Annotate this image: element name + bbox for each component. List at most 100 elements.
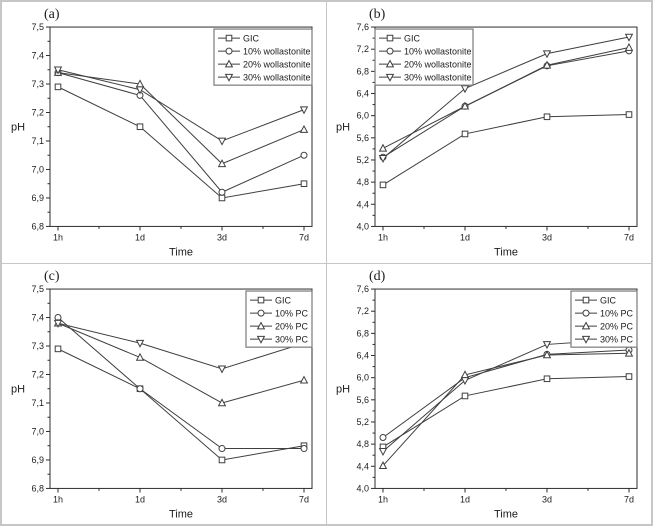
x-tick-label: 3d <box>217 494 227 504</box>
panel-label: (c) <box>44 269 60 284</box>
x-tick-label: 1h <box>378 494 388 504</box>
y-tick-label: 4,0 <box>356 483 369 493</box>
legend-label: 10% PC <box>600 308 633 318</box>
series-line <box>382 47 630 149</box>
x-axis-title: Time <box>494 246 518 258</box>
chart-panel-a: 6,8 6,9 7,0 7,1 7,2 7,3 7,4 7,5 1h 1d 3d 7d Time pH (a… <box>2 2 326 263</box>
x-tick-label: 7d <box>624 494 634 504</box>
y-tick-label: 6,0 <box>356 372 369 382</box>
x-axis-title: Time <box>494 508 518 520</box>
series-line <box>57 322 305 404</box>
x-tick-label: 3d <box>217 232 227 242</box>
x-tick-label: 1h <box>53 494 63 504</box>
y-tick-label: 6,8 <box>31 221 44 231</box>
series-line <box>382 337 630 452</box>
chart-panel-c: 6,8 6,9 7,0 7,1 7,2 7,3 7,4 7,5 1h 1d 3d 7d Time pH (c… <box>2 263 326 524</box>
y-tick-label: 6,8 <box>356 66 369 76</box>
x-tick-label: 1d <box>460 232 470 242</box>
y-tick-label: 7,1 <box>31 397 44 407</box>
y-tick-label: 4,8 <box>356 177 369 187</box>
legend-label: GIC <box>404 33 420 43</box>
panel-label: (b) <box>369 7 386 22</box>
y-tick-label: 7,5 <box>31 284 44 294</box>
y-tick-label: 6,9 <box>31 193 44 203</box>
legend-label: GIC <box>600 295 616 305</box>
series-line <box>382 352 630 466</box>
series-line <box>382 348 630 438</box>
x-tick-label: 3d <box>542 232 552 242</box>
legend-label: 10% wollastonite <box>404 46 471 56</box>
y-axis-title: pH <box>11 122 25 134</box>
panel-label: (d) <box>369 269 386 284</box>
y-tick-label: 7,6 <box>356 22 369 32</box>
legend-label: 10% wollastonite <box>243 46 310 56</box>
y-tick-label: 7,1 <box>31 136 44 146</box>
chart-svg-a: 6,8 6,9 7,0 7,1 7,2 7,3 7,4 7,5 1h 1d 3d 7d Time pH (a… <box>11 7 313 258</box>
y-tick-label: 7,2 <box>356 44 369 54</box>
series-line <box>57 322 305 369</box>
x-tick-label: 3d <box>542 494 552 504</box>
y-tick-label: 7,3 <box>31 79 44 89</box>
y-tick-label: 7,3 <box>31 341 44 351</box>
chart-panel-d: 4,0 4,4 4,8 5,2 5,6 6,0 6,4 6,8 7,2 7,6 1h 1d 3d 7d Ti… <box>327 263 651 524</box>
series-line <box>57 72 305 193</box>
x-tick-label: 1h <box>378 232 388 242</box>
series-line <box>382 36 630 159</box>
panel-label: (a) <box>44 7 60 22</box>
y-tick-label: 6,9 <box>31 454 44 464</box>
y-tick-label: 7,2 <box>31 107 44 117</box>
legend-label: 20% PC <box>275 321 308 331</box>
y-tick-label: 7,0 <box>31 164 44 174</box>
y-tick-label: 5,2 <box>356 416 369 426</box>
x-tick-label: 1d <box>135 494 145 504</box>
y-tick-label: 4,4 <box>356 199 369 209</box>
y-tick-label: 4,8 <box>356 439 369 449</box>
x-tick-label: 7d <box>624 232 634 242</box>
series-line <box>382 114 630 186</box>
y-tick-label: 7,6 <box>356 284 369 294</box>
series-line <box>57 86 305 199</box>
y-axis-title: pH <box>336 122 350 134</box>
chart-panel-b: 4,0 4,4 4,8 5,2 5,6 6,0 6,4 6,8 7,2 7,6 1h 1d 3d 7d Ti… <box>327 2 651 263</box>
y-axis-title: pH <box>336 383 350 395</box>
x-tick-label: 1d <box>135 232 145 242</box>
x-axis-title: Time <box>169 246 193 258</box>
legend-label: 10% PC <box>275 308 308 318</box>
legend-label: 30% wollastonite <box>243 72 310 82</box>
chart-svg-b: 4,0 4,4 4,8 5,2 5,6 6,0 6,4 6,8 7,2 7,6 1h 1d 3d 7d Ti… <box>336 7 638 258</box>
y-tick-label: 7,2 <box>356 306 369 316</box>
y-tick-label: 5,6 <box>356 394 369 404</box>
legend-label: 20% wollastonite <box>243 59 310 69</box>
y-tick-label: 6,0 <box>356 111 369 121</box>
series-line <box>57 347 305 460</box>
legend-label: 30% PC <box>600 334 633 344</box>
x-tick-label: 1d <box>460 494 470 504</box>
y-tick-label: 6,4 <box>356 89 369 99</box>
series-line <box>57 316 304 449</box>
legend-label: 30% PC <box>275 334 308 344</box>
series-line <box>57 69 305 142</box>
series-line <box>57 72 305 165</box>
y-tick-label: 7,0 <box>31 426 44 436</box>
y-tick-label: 7,2 <box>31 369 44 379</box>
y-tick-label: 4,0 <box>356 221 369 231</box>
chart-svg-d: 4,0 4,4 4,8 5,2 5,6 6,0 6,4 6,8 7,2 7,6 1h 1d 3d 7d Ti… <box>336 269 638 520</box>
x-tick-label: 1h <box>53 232 63 242</box>
y-tick-label: 4,4 <box>356 461 369 471</box>
y-tick-label: 6,4 <box>356 350 369 360</box>
legend-label: 30% wollastonite <box>404 72 471 82</box>
chart-svg-c: 6,8 6,9 7,0 7,1 7,2 7,3 7,4 7,5 1h 1d 3d 7d Time pH (c… <box>11 269 313 520</box>
y-tick-label: 6,8 <box>356 328 369 338</box>
y-tick-label: 7,4 <box>31 312 44 322</box>
y-tick-label: 5,6 <box>356 133 369 143</box>
y-tick-label: 7,4 <box>31 51 44 61</box>
y-tick-label: 7,5 <box>31 22 44 32</box>
y-tick-label: 5,2 <box>356 155 369 165</box>
series-line <box>382 375 630 447</box>
y-axis-title: pH <box>11 383 25 395</box>
y-tick-label: 6,8 <box>31 483 44 493</box>
legend-label: GIC <box>243 33 259 43</box>
x-axis-title: Time <box>169 508 193 520</box>
x-tick-label: 7d <box>299 494 309 504</box>
